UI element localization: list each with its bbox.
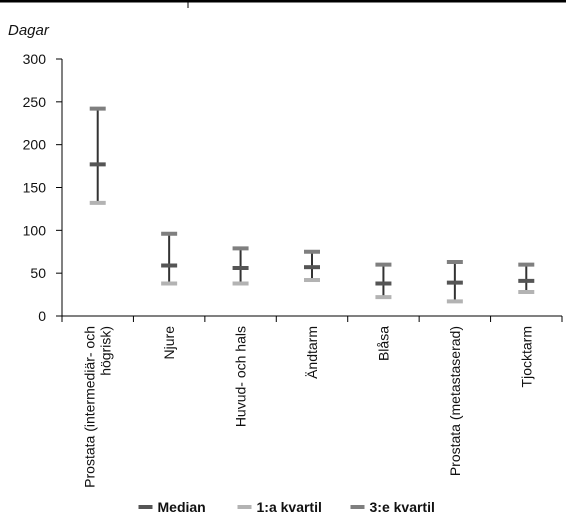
x-category-label: Prostata (metastaserad): [447, 326, 463, 476]
range-lines: [96, 108, 528, 302]
y-tick-label: 150: [23, 180, 47, 196]
x-category-label: Njure: [161, 326, 177, 360]
x-category-label: högrisk): [98, 326, 114, 376]
y-tick-label: 250: [23, 94, 47, 110]
legend-label: 1:a kvartil: [257, 499, 322, 515]
y-tick-label: 200: [23, 137, 47, 153]
y-axis-title: Dagar: [8, 22, 50, 39]
x-category-label: Prostata (intermediär- och: [82, 326, 98, 488]
y-tick-label: 300: [23, 51, 47, 67]
x-axis: Prostata (intermediär- och högrisk) Njure H…: [61, 315, 563, 488]
x-category-label: Tjocktarm: [518, 326, 534, 387]
series-marks: [89, 106, 535, 304]
legend-label: 3:e kvartil: [370, 499, 435, 515]
x-category-label: Blåsa: [375, 326, 391, 361]
y-tick-label: 0: [38, 308, 46, 324]
y-tick-label: 50: [30, 265, 46, 281]
x-category-label: Ändtarm: [304, 326, 320, 379]
legend: Median 1:a kvartil 3:e kvartil: [138, 499, 435, 515]
y-axis: 0 50 100 150 200 250 300: [23, 51, 63, 324]
legend-label: Median: [158, 499, 206, 515]
y-tick-label: 100: [23, 222, 47, 238]
x-category-label: Huvud- och hals: [233, 326, 249, 427]
